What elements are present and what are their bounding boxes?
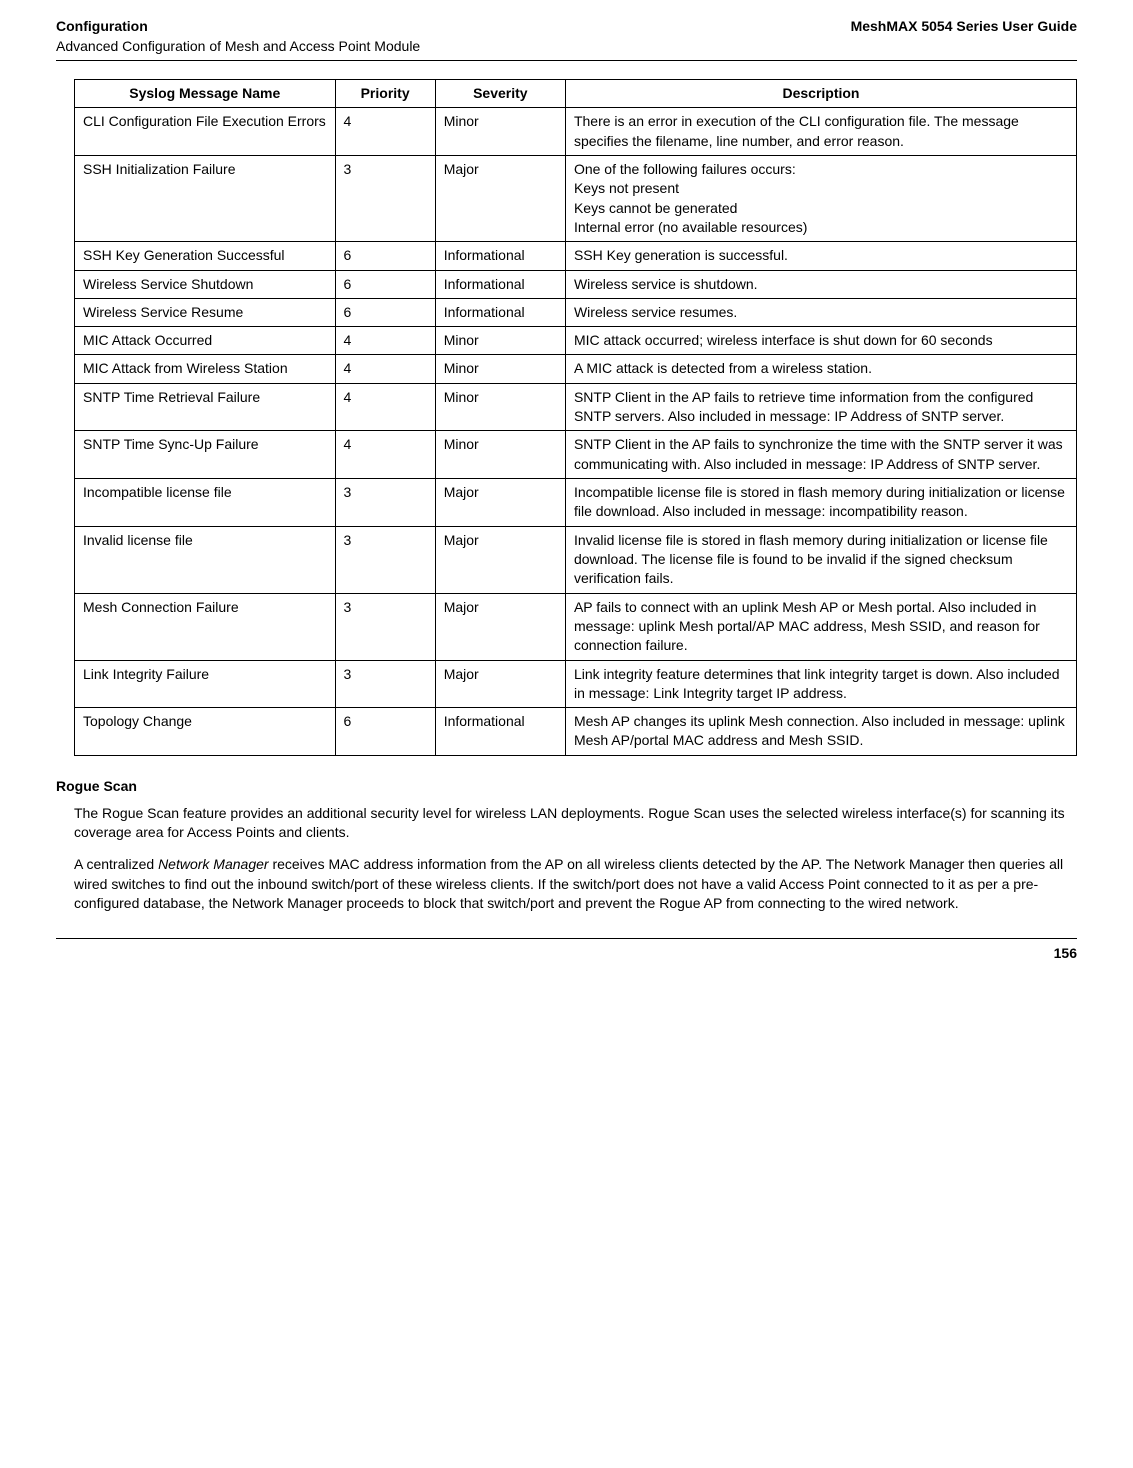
- cell-priority: 3: [335, 479, 435, 527]
- cell-desc: Incompatible license file is stored in f…: [565, 479, 1076, 527]
- cell-priority: 4: [335, 383, 435, 431]
- footer-divider: [56, 938, 1077, 939]
- cell-priority: 6: [335, 298, 435, 326]
- cell-priority: 3: [335, 593, 435, 660]
- table-row: Wireless Service Resume6InformationalWir…: [75, 298, 1077, 326]
- cell-name: Incompatible license file: [75, 479, 336, 527]
- header-divider: [56, 60, 1077, 61]
- cell-severity: Informational: [435, 298, 565, 326]
- cell-priority: 4: [335, 355, 435, 383]
- cell-name: MIC Attack from Wireless Station: [75, 355, 336, 383]
- cell-severity: Informational: [435, 242, 565, 270]
- cell-priority: 4: [335, 431, 435, 479]
- cell-desc: A MIC attack is detected from a wireless…: [565, 355, 1076, 383]
- cell-desc: One of the following failures occurs:Key…: [565, 155, 1076, 241]
- cell-desc: Link integrity feature determines that l…: [565, 660, 1076, 708]
- cell-severity: Major: [435, 660, 565, 708]
- table-row: Incompatible license file3MajorIncompati…: [75, 479, 1077, 527]
- header-subtitle: Advanced Configuration of Mesh and Acces…: [56, 38, 1077, 54]
- cell-desc: Wireless service is shutdown.: [565, 270, 1076, 298]
- cell-priority: 4: [335, 327, 435, 355]
- cell-name: Topology Change: [75, 708, 336, 756]
- header-left: Configuration: [56, 18, 148, 34]
- cell-severity: Major: [435, 526, 565, 593]
- cell-name: Mesh Connection Failure: [75, 593, 336, 660]
- table-row: SSH Key Generation Successful6Informatio…: [75, 242, 1077, 270]
- col-header-name: Syslog Message Name: [75, 80, 336, 108]
- cell-name: Invalid license file: [75, 526, 336, 593]
- table-row: Invalid license file3MajorInvalid licens…: [75, 526, 1077, 593]
- cell-severity: Minor: [435, 355, 565, 383]
- cell-priority: 6: [335, 270, 435, 298]
- section-title-rogue-scan: Rogue Scan: [56, 778, 1077, 794]
- cell-desc: There is an error in execution of the CL…: [565, 108, 1076, 156]
- cell-priority: 3: [335, 526, 435, 593]
- cell-priority: 4: [335, 108, 435, 156]
- cell-desc: Invalid license file is stored in flash …: [565, 526, 1076, 593]
- table-row: SNTP Time Sync-Up Failure4MinorSNTP Clie…: [75, 431, 1077, 479]
- cell-desc: Wireless service resumes.: [565, 298, 1076, 326]
- cell-priority: 3: [335, 660, 435, 708]
- cell-name: MIC Attack Occurred: [75, 327, 336, 355]
- cell-name: CLI Configuration File Execution Errors: [75, 108, 336, 156]
- table-row: Wireless Service Shutdown6InformationalW…: [75, 270, 1077, 298]
- cell-name: SNTP Time Retrieval Failure: [75, 383, 336, 431]
- table-row: MIC Attack from Wireless Station4MinorA …: [75, 355, 1077, 383]
- cell-desc: Mesh AP changes its uplink Mesh connecti…: [565, 708, 1076, 756]
- header-title: Configuration: [56, 18, 148, 34]
- cell-name: Wireless Service Shutdown: [75, 270, 336, 298]
- table-row: SNTP Time Retrieval Failure4MinorSNTP Cl…: [75, 383, 1077, 431]
- cell-severity: Minor: [435, 108, 565, 156]
- cell-name: SNTP Time Sync-Up Failure: [75, 431, 336, 479]
- table-row: CLI Configuration File Execution Errors4…: [75, 108, 1077, 156]
- cell-priority: 6: [335, 708, 435, 756]
- cell-name: SSH Key Generation Successful: [75, 242, 336, 270]
- cell-name: Wireless Service Resume: [75, 298, 336, 326]
- cell-desc: SNTP Client in the AP fails to synchroni…: [565, 431, 1076, 479]
- table-row: Topology Change6InformationalMesh AP cha…: [75, 708, 1077, 756]
- syslog-table: Syslog Message Name Priority Severity De…: [74, 79, 1077, 756]
- cell-desc: MIC attack occurred; wireless interface …: [565, 327, 1076, 355]
- cell-severity: Major: [435, 155, 565, 241]
- paragraph-2: A centralized Network Manager receives M…: [74, 855, 1077, 914]
- cell-severity: Minor: [435, 327, 565, 355]
- cell-name: SSH Initialization Failure: [75, 155, 336, 241]
- header-right: MeshMAX 5054 Series User Guide: [851, 18, 1077, 34]
- cell-severity: Minor: [435, 383, 565, 431]
- col-header-description: Description: [565, 80, 1076, 108]
- cell-severity: Major: [435, 593, 565, 660]
- cell-severity: Major: [435, 479, 565, 527]
- cell-severity: Informational: [435, 270, 565, 298]
- cell-name: Link Integrity Failure: [75, 660, 336, 708]
- col-header-priority: Priority: [335, 80, 435, 108]
- table-header: Syslog Message Name Priority Severity De…: [75, 80, 1077, 108]
- para2-italic: Network Manager: [158, 856, 269, 872]
- cell-priority: 6: [335, 242, 435, 270]
- cell-severity: Minor: [435, 431, 565, 479]
- cell-severity: Informational: [435, 708, 565, 756]
- cell-desc: AP fails to connect with an uplink Mesh …: [565, 593, 1076, 660]
- cell-priority: 3: [335, 155, 435, 241]
- page: Configuration MeshMAX 5054 Series User G…: [0, 0, 1133, 991]
- cell-desc: SSH Key generation is successful.: [565, 242, 1076, 270]
- table-body: CLI Configuration File Execution Errors4…: [75, 108, 1077, 755]
- page-number: 156: [56, 945, 1077, 961]
- table-header-row: Syslog Message Name Priority Severity De…: [75, 80, 1077, 108]
- table-row: SSH Initialization Failure3MajorOne of t…: [75, 155, 1077, 241]
- para2-pre: A centralized: [74, 856, 158, 872]
- table-row: Link Integrity Failure3MajorLink integri…: [75, 660, 1077, 708]
- paragraph-1: The Rogue Scan feature provides an addit…: [74, 804, 1077, 843]
- col-header-severity: Severity: [435, 80, 565, 108]
- table-row: MIC Attack Occurred4MinorMIC attack occu…: [75, 327, 1077, 355]
- table-row: Mesh Connection Failure3MajorAP fails to…: [75, 593, 1077, 660]
- page-header: Configuration MeshMAX 5054 Series User G…: [56, 18, 1077, 34]
- cell-desc: SNTP Client in the AP fails to retrieve …: [565, 383, 1076, 431]
